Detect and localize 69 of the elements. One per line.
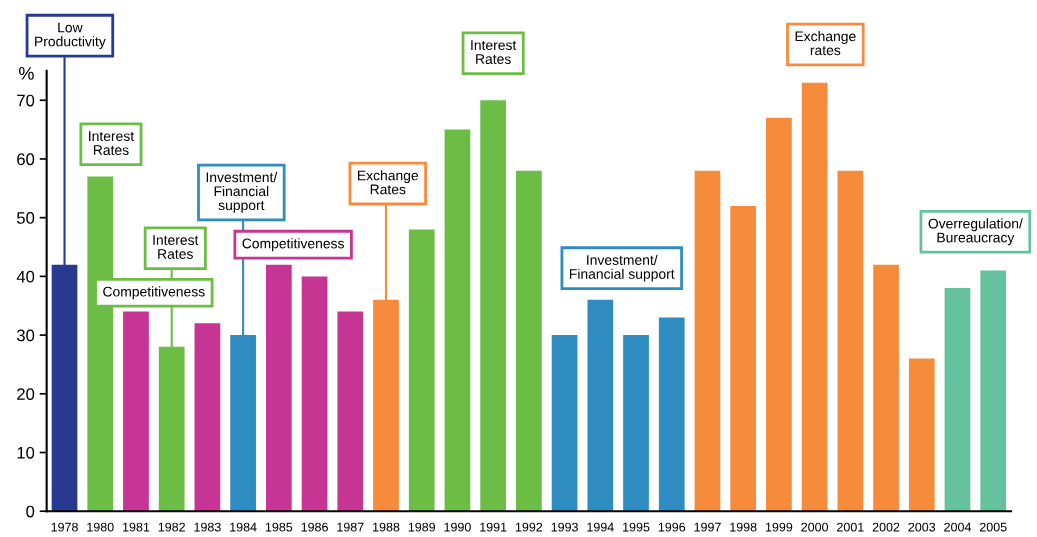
x-tick-label: 2000 [801,522,829,532]
bar [480,100,507,512]
y-tick-label: 30 [16,329,35,342]
x-tick-label: 1993 [551,522,578,532]
annotation: Investment/ Financial support [570,254,675,282]
y-tick-label: 0 [26,505,35,518]
annotation: Investment/ Financial support [206,171,278,213]
y-tick-label: 20 [17,388,35,400]
bar [516,170,542,512]
bar [623,335,649,512]
bar [694,170,721,512]
annotation: Competitiveness [242,238,344,252]
bar [337,311,364,512]
y-axis-title: % [19,67,34,80]
x-tick-label: 1996 [658,522,686,532]
annotation: Interest Rates [153,235,199,259]
bar [123,311,149,512]
annotation: Exchange Rates [358,170,419,195]
annotation: Low Productivity [35,22,106,50]
y-tick-label: 70 [17,94,35,107]
x-tick-label: 1982 [158,522,185,532]
x-tick-label: 1989 [408,522,436,532]
bar [908,358,935,512]
bar [837,170,864,512]
bar [408,229,435,512]
x-tick-label: 1986 [301,522,328,532]
x-tick-label: 1998 [730,522,757,532]
x-tick-label: 1991 [480,522,507,532]
text: Exchange rates [795,31,856,56]
x-tick-label: 1978 [51,522,78,532]
x-tick-label: 1983 [194,522,221,532]
x-tick-label: 1997 [694,522,721,532]
x-tick-label: 2002 [872,522,900,532]
y-tick-label: 40 [16,270,35,283]
bar [551,335,578,512]
x-tick-label: 1990 [444,522,471,532]
bar [587,299,614,512]
bar [980,270,1007,512]
x-tick-label: 2004 [944,522,972,532]
x-tick-label: 1999 [765,522,793,532]
bar [265,264,292,512]
bar [194,323,221,512]
text: Interest Rates [471,40,517,64]
y-tick-label: 60 [17,153,35,166]
bar [444,129,471,512]
y-tick-label: 10 [17,446,35,459]
x-tick-label: 1984 [230,522,257,532]
x-tick-label: 1985 [265,522,293,532]
x-tick-label: 1994 [587,522,614,532]
bar [730,205,757,512]
annotation: Interest Rates [89,131,135,155]
bar [801,82,828,512]
bar [301,276,328,512]
annotation: Competitiveness [103,286,205,300]
x-tick-label: 1988 [373,522,400,532]
x-tick-label: 2005 [979,522,1007,532]
x-tick-label: 2001 [837,522,864,532]
bar [944,288,971,512]
y-tick-label: 50 [16,212,35,224]
annotation: Overregulation/ Bureaucracy [928,218,1023,246]
bar [766,117,792,512]
x-tick-label: 2003 [908,522,936,532]
x-tick-label: 1992 [515,522,543,532]
x-tick-label: 1995 [623,522,650,532]
bar [658,317,685,512]
x-tick-label: 1981 [123,522,150,532]
x-tick-label: 1980 [87,522,114,532]
x-tick-label: 1987 [337,522,364,532]
bar [873,264,899,512]
